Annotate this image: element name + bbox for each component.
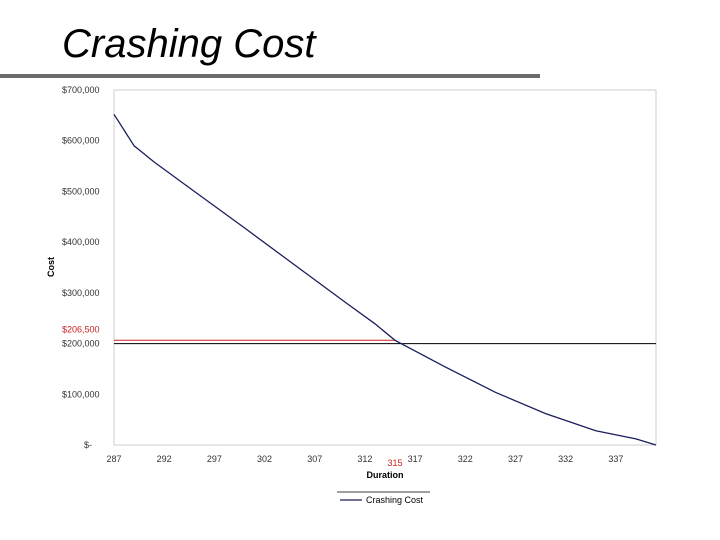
series-line [113,113,657,446]
x-tick-label: 322 [458,454,473,464]
x-tick-label: 337 [608,454,623,464]
x-tick-label: 302 [257,454,272,464]
y-tick-label: $- [84,440,92,450]
legend-label: Crashing Cost [366,495,424,505]
y-tick-label: $300,000 [62,288,100,298]
x-tick-label: 287 [106,454,121,464]
title-underline [0,74,540,78]
y-tick-label: $500,000 [62,186,100,196]
x-tick-label: 297 [207,454,222,464]
plot-area [113,89,657,446]
x-tick-label: 332 [558,454,573,464]
legend: Crashing Cost [337,491,430,505]
x-tick-label: 312 [357,454,372,464]
y-tick-label: $400,000 [62,237,100,247]
y-tick-label: $600,000 [62,136,100,146]
x-tick-label: 317 [408,454,423,464]
y-tick-label: $100,000 [62,389,100,399]
y-tick-label: $200,000 [62,339,100,349]
annotation-cost-label: $206,500 [62,324,100,334]
x-tick-label: 307 [307,454,322,464]
x-axis-title: Duration [367,470,404,480]
y-axis-title: Cost [46,257,56,277]
y-tick-label: $700,000 [62,85,100,95]
annotation-duration-label: 315 [388,458,403,468]
x-tick-label: 292 [157,454,172,464]
x-tick-label: 327 [508,454,523,464]
slide-title: Crashing Cost [62,22,316,66]
